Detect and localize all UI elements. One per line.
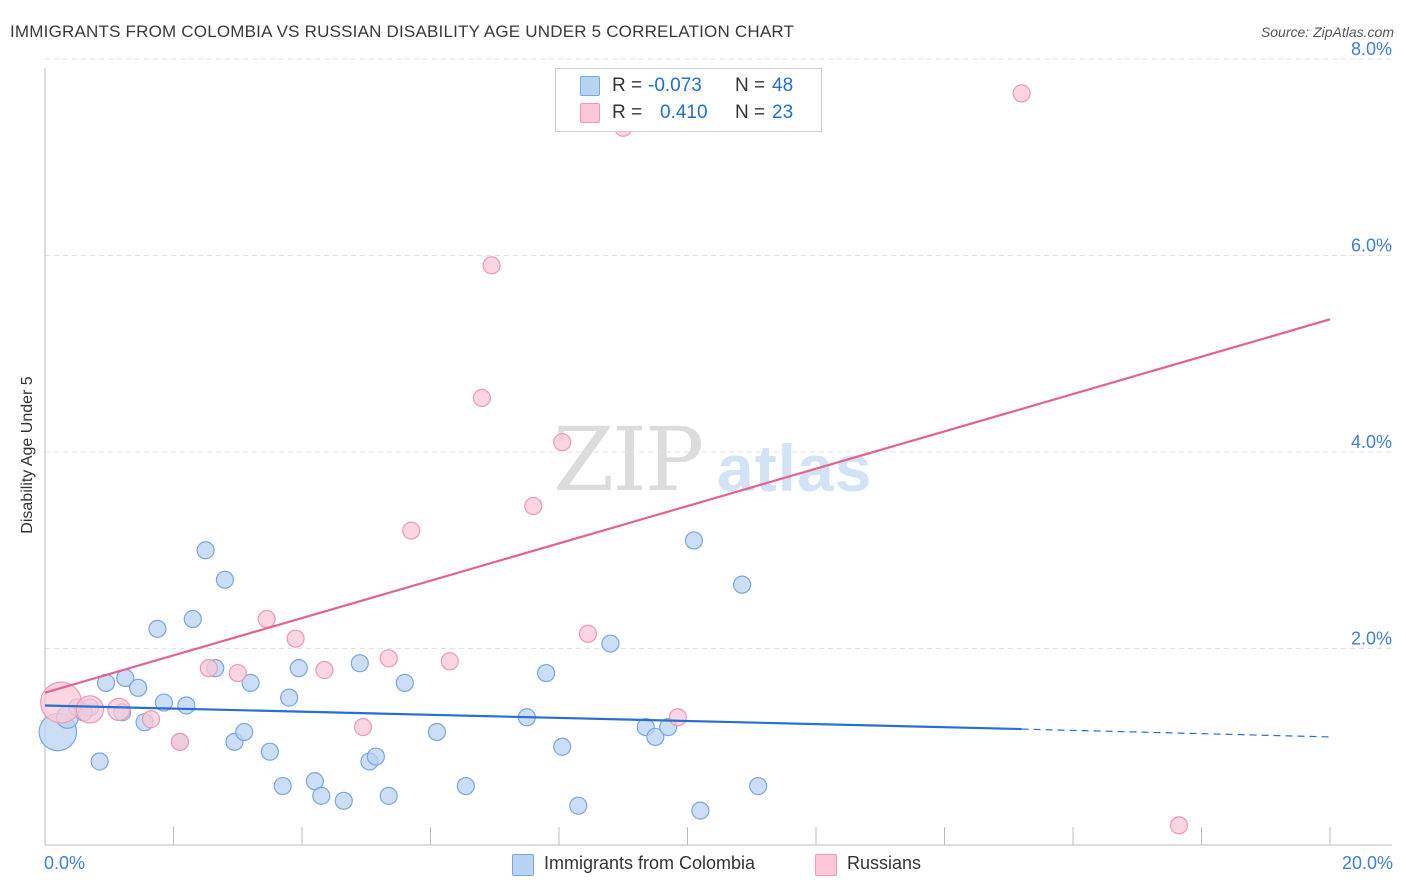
colombia-point <box>215 570 234 589</box>
russians-point <box>379 649 398 668</box>
n-value-russians: 23 <box>772 102 794 123</box>
russians-point <box>286 629 305 648</box>
colombia-series <box>38 531 768 820</box>
watermark-atlas: atlas <box>717 431 873 505</box>
colombia-trend-line <box>44 704 1022 731</box>
colombia-point <box>280 688 299 707</box>
russians-point <box>482 256 501 275</box>
n-label: N = <box>735 102 766 123</box>
r-label: R = <box>612 75 643 96</box>
russians-trend-line <box>44 318 1331 694</box>
n-label: N = <box>735 75 766 96</box>
y-tick-label: 4.0% <box>1351 432 1392 452</box>
source-label: Source: ZipAtlas.com <box>1260 24 1394 40</box>
x-tick-label: 0.0% <box>44 853 85 873</box>
colombia-point <box>273 776 292 796</box>
colombia-point <box>395 673 414 692</box>
colombia-point <box>691 801 710 820</box>
russians-point <box>75 695 105 724</box>
colombia-trend-extension <box>1021 728 1331 738</box>
colombia-point <box>177 696 196 715</box>
colombia-point <box>196 541 215 560</box>
colombia-swatch <box>580 76 600 96</box>
russians-point <box>107 697 131 722</box>
russians-point <box>668 708 687 727</box>
colombia-point <box>684 531 704 550</box>
colombia-point <box>350 654 369 673</box>
legend-label-colombia: Immigrants from Colombia <box>544 853 756 873</box>
russians-point <box>524 496 543 516</box>
russians-point <box>472 388 491 408</box>
colombia-point <box>183 609 202 629</box>
stats-box: R = -0.073 N = 48 R = 0.410 N = 23 <box>555 68 822 132</box>
colombia-point <box>241 673 260 692</box>
colombia-point <box>90 752 109 771</box>
y-tick-label: 8.0% <box>1351 39 1392 59</box>
legend-label-russians: Russians <box>847 853 922 873</box>
colombia-point <box>289 659 308 678</box>
legend-swatch-russians <box>815 854 837 876</box>
russians-point <box>353 717 373 737</box>
y-tick-label: 6.0% <box>1351 236 1392 256</box>
russians-point <box>257 609 276 629</box>
colombia-point <box>553 737 572 756</box>
r-value-russians: 0.410 <box>660 102 708 123</box>
n-value-colombia: 48 <box>772 75 794 96</box>
russians-point <box>170 732 190 751</box>
colombia-point <box>148 619 167 638</box>
colombia-point <box>749 776 768 796</box>
russians-point <box>578 624 598 643</box>
legend-swatch-colombia <box>512 854 534 876</box>
colombia-point <box>235 722 254 742</box>
russians-point <box>1012 84 1031 103</box>
colombia-point <box>733 575 752 594</box>
russians-point <box>228 663 247 683</box>
colombia-point <box>334 791 353 810</box>
colombia-point <box>366 747 385 766</box>
colombia-point <box>569 796 588 815</box>
colombia-point <box>601 634 620 653</box>
colombia-point <box>260 742 279 761</box>
colombia-point <box>646 727 665 747</box>
russians-point <box>402 521 421 540</box>
colombia-point <box>379 786 398 805</box>
colombia-point <box>154 693 173 712</box>
russians-series <box>40 84 1189 835</box>
x-tick-label: 20.0% <box>1342 853 1393 873</box>
russians-point <box>553 433 572 452</box>
colombia-point <box>312 786 331 805</box>
r-value-colombia: -0.073 <box>648 75 702 96</box>
r-label: R = <box>612 102 643 123</box>
colombia-point <box>427 722 447 742</box>
colombia-point <box>537 663 556 683</box>
russians-swatch <box>580 103 600 123</box>
colombia-point <box>129 678 148 697</box>
russians-point <box>315 661 334 680</box>
chart-title: IMMIGRANTS FROM COLOMBIA VS RUSSIAN DISA… <box>10 22 795 41</box>
colombia-point <box>456 776 475 796</box>
y-tick-label: 2.0% <box>1351 629 1392 649</box>
russians-point <box>141 710 161 729</box>
watermark-zip: ZIP <box>553 408 704 511</box>
russians-point <box>1169 816 1189 835</box>
russians-point <box>440 652 459 671</box>
russians-point <box>199 659 218 678</box>
